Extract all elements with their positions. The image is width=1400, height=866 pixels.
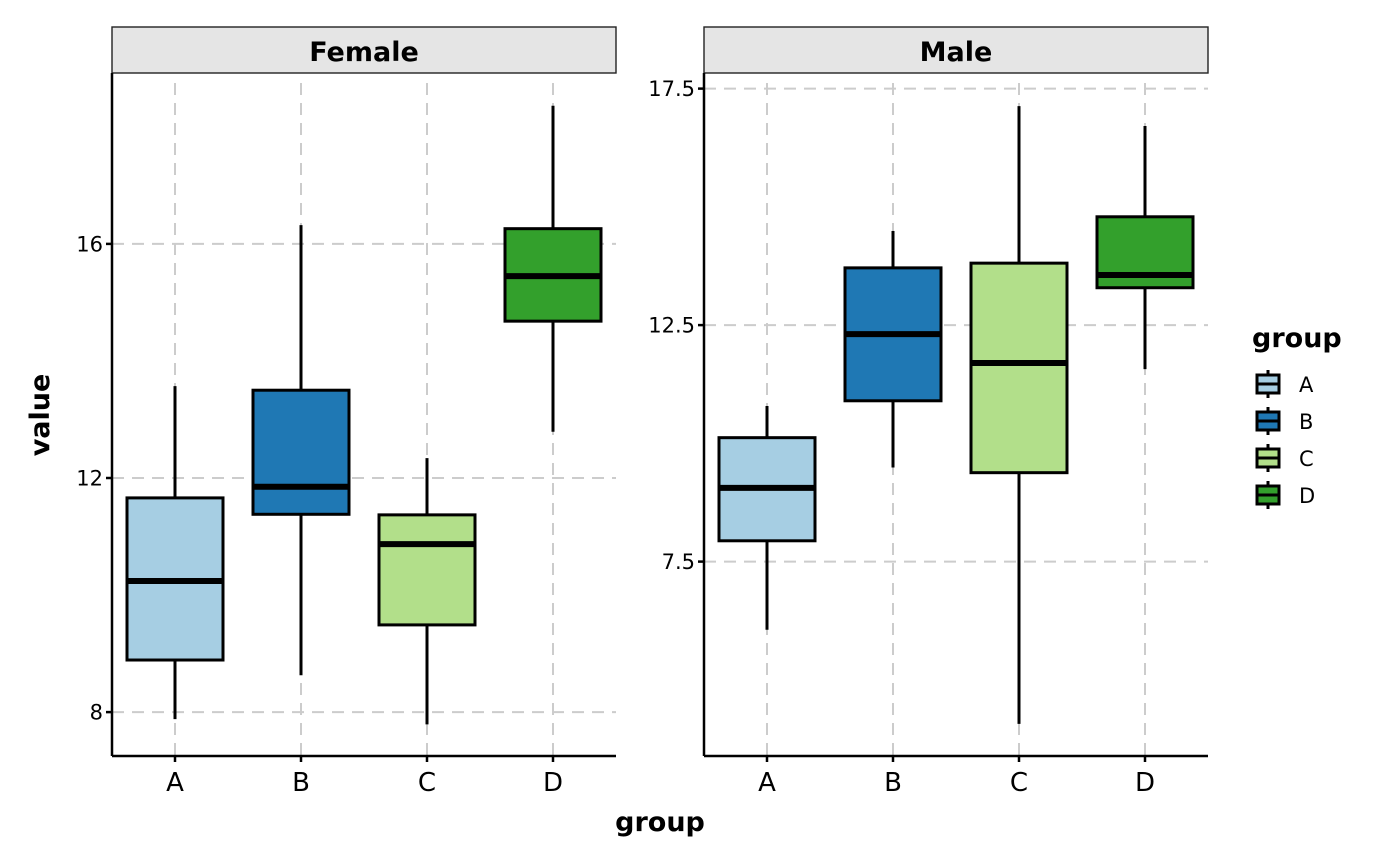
- facet-strip-label: Female: [309, 37, 419, 68]
- box-b: [843, 230, 943, 468]
- box-iqr: [251, 388, 351, 516]
- x-tick-label: B: [884, 768, 902, 798]
- legend-item-c: C: [1255, 444, 1314, 472]
- facet-panel-female: Female 8 12 16 A B C D: [76, 26, 617, 798]
- legend-label: D: [1299, 484, 1315, 508]
- box-c: [969, 106, 1069, 724]
- facet-panel-male: Male 7.5 12.5 17.5 A B C D: [648, 26, 1209, 798]
- box-a: [717, 405, 817, 630]
- y-tick-label: 16: [76, 232, 103, 256]
- box-iqr: [377, 513, 477, 627]
- legend-label: A: [1299, 373, 1314, 397]
- x-tick-label: C: [418, 768, 436, 798]
- facet-strip: [111, 26, 617, 74]
- box-a: [125, 386, 225, 720]
- box-iqr: [969, 261, 1069, 475]
- x-tick-label: C: [1010, 768, 1028, 798]
- x-tick-label: A: [166, 768, 184, 798]
- legend-item-d: D: [1255, 481, 1315, 509]
- box-b: [251, 225, 351, 676]
- x-tick-label: B: [292, 768, 310, 798]
- legend-item-b: B: [1255, 407, 1313, 435]
- y-tick-label: 8: [90, 701, 103, 725]
- legend-item-a: A: [1255, 370, 1314, 398]
- facet-strip-label: Male: [920, 37, 993, 68]
- x-tick-label: A: [758, 768, 776, 798]
- x-tick-label: D: [543, 768, 563, 798]
- box-c: [377, 458, 477, 725]
- y-tick-label: 12.5: [648, 314, 695, 338]
- y-tick-label: 12: [76, 467, 103, 491]
- box-d: [503, 105, 603, 432]
- legend-label: B: [1299, 410, 1313, 434]
- x-tick-label: D: [1135, 768, 1155, 798]
- y-axis-title: value: [25, 374, 56, 457]
- x-axis-title: group: [615, 807, 705, 838]
- box-d: [1095, 125, 1195, 370]
- legend-title: group: [1252, 323, 1342, 354]
- y-tick-label: 7.5: [662, 550, 695, 574]
- y-tick-label: 17.5: [648, 77, 695, 101]
- facet-strip: [703, 26, 1209, 74]
- legend-label: C: [1299, 447, 1314, 471]
